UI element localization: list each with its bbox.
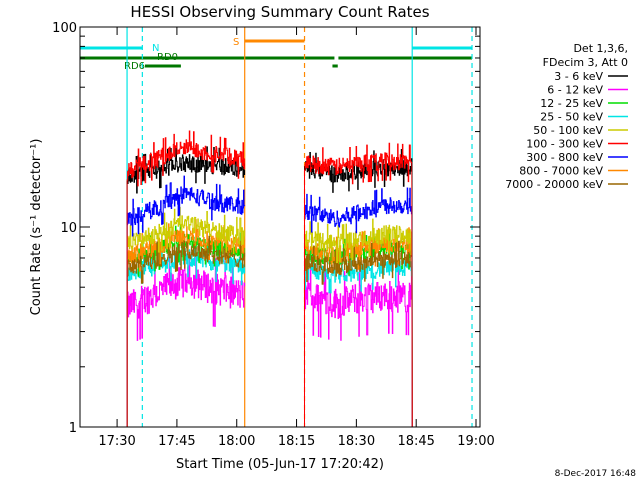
chart-title: HESSI Observing Summary Count Rates (130, 3, 429, 21)
x-axis: 17:30 17:45 18:00 18:15 18:30 18:45 19:00 (98, 27, 495, 449)
flag-bars: N S RD0 RD6 (80, 37, 473, 72)
series-line-1-1 (304, 265, 413, 428)
series-line-4-0 (126, 206, 246, 427)
legend-entry-label: 12 - 25 keV (540, 97, 603, 110)
series-line-1-0 (126, 250, 246, 427)
legend-header-line-2: FDecim 3, Att 0 (543, 56, 628, 69)
y-axis-label: Count Rate (s⁻¹ detector⁻¹) (29, 139, 44, 316)
x-tick-label: 17:45 (158, 434, 195, 449)
legend-entry-label: 7000 - 20000 keV (505, 178, 603, 191)
legend-entry-label: 3 - 6 keV (554, 70, 603, 83)
series-line-6-1 (304, 187, 413, 428)
legend-entry-label: 100 - 300 keV (526, 138, 603, 151)
x-tick-label: 18:30 (338, 434, 375, 449)
vertical-markers (126, 27, 473, 427)
legend-header-line-1: Det 1,3,6, (573, 42, 628, 55)
y-axis: 1 10 100 (52, 21, 480, 436)
series-line-3-0 (126, 239, 246, 427)
series-group (126, 130, 413, 428)
x-tick-label: 18:00 (218, 434, 255, 449)
series-line-8-1 (304, 240, 413, 428)
flag-label-n: N (152, 43, 159, 54)
series-line-0-1 (304, 149, 413, 428)
flag-label-rd0: RD0 (157, 52, 178, 63)
y-tick-label: 100 (52, 21, 77, 36)
x-tick-label: 18:45 (397, 434, 434, 449)
series-line-5-1 (304, 142, 413, 428)
series-line-8-0 (126, 235, 246, 427)
series-line-7-0 (126, 219, 246, 427)
date-stamp: 8-Dec-2017 16:48 (555, 469, 637, 479)
legend-entry-label: 25 - 50 keV (540, 111, 603, 124)
y-tick-label: 1 (69, 421, 77, 436)
series-line-4-1 (304, 218, 413, 428)
y-tick-label: 10 (60, 221, 77, 236)
series-line-5-0 (126, 130, 246, 427)
flag-label-rd6: RD6 (124, 61, 145, 72)
series-line-6-0 (126, 175, 246, 427)
series-line-3-1 (304, 249, 413, 428)
x-tick-label: 19:00 (457, 434, 494, 449)
x-tick-label: 17:30 (98, 434, 135, 449)
flag-label-s: S (233, 37, 239, 48)
x-tick-label: 18:15 (278, 434, 315, 449)
legend-entry-label: 800 - 7000 keV (519, 165, 603, 178)
legend-entry-label: 6 - 12 keV (547, 84, 603, 97)
x-axis-label: Start Time (05-Jun-17 17:20:42) (176, 457, 384, 472)
legend-entry-label: 50 - 100 keV (533, 124, 603, 137)
series-line-7-1 (304, 227, 413, 428)
plot-frame (79, 26, 481, 428)
legend-entry-label: 300 - 800 keV (526, 151, 603, 164)
